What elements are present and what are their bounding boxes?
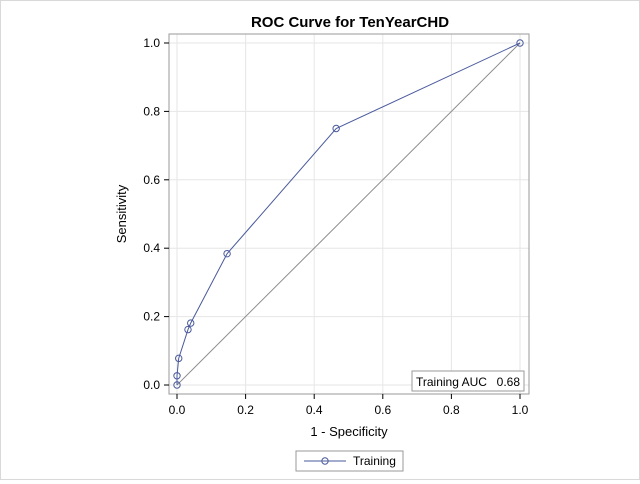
data-point-marker (175, 354, 183, 363)
x-tick-label: 0.2 (237, 403, 254, 417)
reference-diagonal-line (176, 42, 521, 386)
auc-inset-value: 0.68 (497, 375, 521, 389)
plot-area-border (168, 33, 530, 395)
chart-title: ROC Curve for TenYearCHD (251, 14, 449, 31)
y-tick-label: 0.0 (143, 378, 160, 392)
y-tick-label: 1.0 (143, 36, 160, 50)
x-axis-ticks: 0.0 0.2 0.4 0.6 0.8 1.0 (169, 394, 529, 417)
auc-inset-box (411, 370, 525, 392)
auc-inset: Training AUC 0.68 (411, 370, 525, 392)
legend-box (295, 450, 404, 472)
series-markers-training (173, 39, 524, 389)
data-point-marker (173, 372, 181, 380)
data-point-marker (173, 381, 181, 389)
x-tick-label: 0.8 (443, 403, 460, 417)
legend: Training (295, 450, 404, 472)
x-axis-label: 1 - Specificity (310, 424, 388, 439)
y-tick-label: 0.2 (143, 310, 160, 324)
data-point-marker (516, 39, 524, 47)
x-tick-label: 0.0 (169, 403, 186, 417)
data-point-marker (332, 124, 340, 133)
data-point-marker (223, 249, 231, 258)
x-tick-label: 0.4 (306, 403, 323, 417)
legend-label-training: Training (353, 454, 396, 468)
x-tick-label: 1.0 (512, 403, 529, 417)
y-tick-label: 0.4 (143, 241, 160, 255)
y-tick-label: 0.6 (143, 173, 160, 187)
y-axis-ticks: 0.0 0.2 0.4 0.6 0.8 1.0 (143, 36, 169, 392)
legend-marker-icon (321, 457, 329, 465)
data-point-marker (187, 319, 195, 327)
y-axis-label: Sensitivity (114, 184, 129, 243)
y-tick-label: 0.8 (143, 104, 160, 118)
x-tick-label: 0.6 (374, 403, 391, 417)
grid (169, 34, 529, 394)
auc-inset-label: Training AUC (416, 375, 487, 389)
data-point-marker (184, 325, 192, 334)
